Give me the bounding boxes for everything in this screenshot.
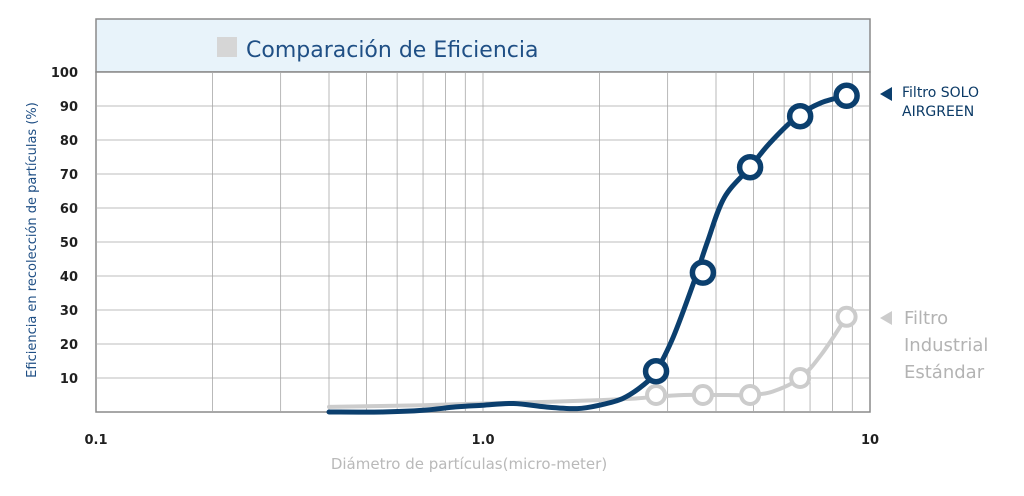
chart-title: Comparación de Eficiencia bbox=[246, 38, 538, 63]
data-point-airgreen bbox=[736, 153, 764, 181]
data-point-industrial bbox=[691, 384, 714, 406]
grid bbox=[96, 72, 870, 412]
y-tick-label: 50 bbox=[60, 236, 78, 251]
legend-label-airgreen: Filtro SOLO bbox=[902, 85, 979, 101]
x-tick-label: 10 bbox=[861, 433, 879, 448]
series-line-airgreen bbox=[326, 93, 850, 415]
x-tick-label: 0.1 bbox=[84, 433, 107, 448]
data-point-industrial bbox=[835, 305, 858, 328]
data-point-airgreen bbox=[689, 259, 717, 286]
title-marker-icon bbox=[217, 37, 237, 57]
y-tick-label: 80 bbox=[60, 134, 78, 149]
y-tick-label: 90 bbox=[60, 100, 78, 115]
series-group bbox=[326, 82, 860, 415]
data-point-airgreen bbox=[642, 357, 670, 385]
y-tick-label: 30 bbox=[60, 304, 78, 319]
y-axis-label: Eficiencia en recolección de partículas … bbox=[25, 102, 40, 378]
y-tick-label: 40 bbox=[60, 270, 78, 285]
legend-label-industrial: Filtro bbox=[904, 308, 948, 329]
legend-label-industrial: Estándar bbox=[904, 362, 985, 383]
data-point-airgreen bbox=[786, 102, 814, 130]
y-tick-label: 60 bbox=[60, 202, 78, 217]
data-point-industrial bbox=[789, 367, 812, 389]
data-point-industrial bbox=[645, 384, 668, 406]
y-tick-label: 10 bbox=[60, 372, 78, 387]
x-tick-label: 1.0 bbox=[471, 433, 494, 448]
y-tick-label: 70 bbox=[60, 168, 78, 183]
y-axis-ticks: 10 20 30 40 50 60 70 80 90 100 bbox=[51, 66, 78, 387]
y-tick-label: 100 bbox=[51, 66, 78, 81]
legend-arrow-icon bbox=[880, 87, 892, 101]
legend-label-industrial: Industrial bbox=[904, 335, 988, 356]
legend: Filtro SOLO AIRGREEN Filtro Industrial Están… bbox=[880, 85, 988, 383]
legend-label-airgreen: AIRGREEN bbox=[902, 104, 974, 120]
x-axis-label: Diámetro de partículas(micro-meter) bbox=[331, 455, 607, 473]
data-point-airgreen bbox=[833, 82, 860, 110]
y-tick-label: 20 bbox=[60, 338, 78, 353]
legend-arrow-icon bbox=[880, 311, 892, 325]
x-axis-ticks: 0.1 1.0 10 bbox=[84, 433, 879, 448]
data-point-industrial bbox=[739, 384, 762, 406]
